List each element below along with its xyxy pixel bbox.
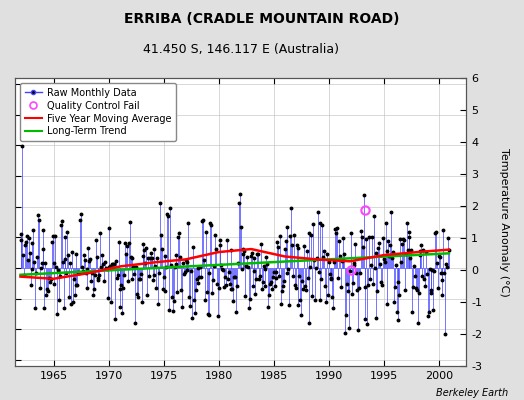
Legend: Raw Monthly Data, Quality Control Fail, Five Year Moving Average, Long-Term Tren: Raw Monthly Data, Quality Control Fail, …	[20, 83, 177, 141]
Title: 41.450 S, 146.117 E (Australia): 41.450 S, 146.117 E (Australia)	[143, 43, 339, 56]
Y-axis label: Temperature Anomaly (°C): Temperature Anomaly (°C)	[499, 148, 509, 296]
Text: Berkeley Earth: Berkeley Earth	[436, 388, 508, 398]
Text: ERRIBA (CRADLE MOUNTAIN ROAD): ERRIBA (CRADLE MOUNTAIN ROAD)	[124, 12, 400, 26]
